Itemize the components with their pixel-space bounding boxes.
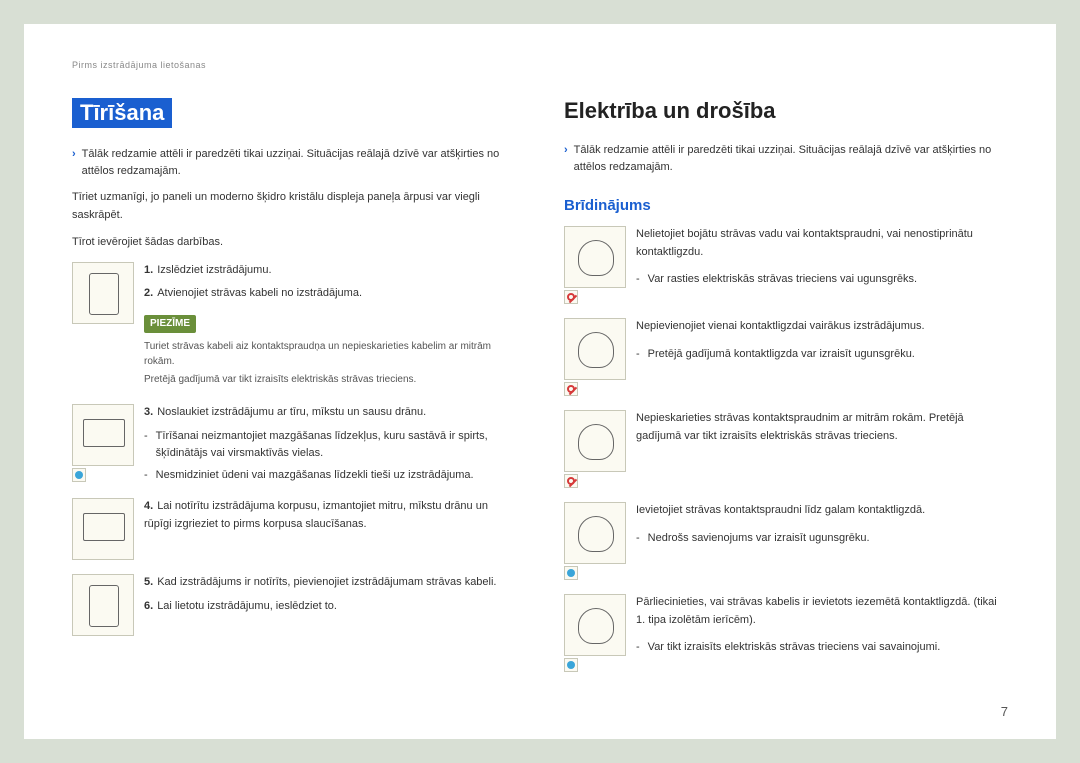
intro-note-left: › Tālāk redzamie attēli ir paredzēti tik… [72, 146, 516, 179]
step-text: Lai lietotu izstrādājumu, ieslēdziet to. [157, 600, 337, 612]
warning-content: Nepieskarieties strāvas kontaktspraudnim… [636, 410, 1008, 488]
intro-text: Tālāk redzamie attēli ir paredzēti tikai… [574, 142, 1008, 175]
figure [564, 226, 626, 304]
step-text: Kad izstrādājums ir notīrīts, pievienoji… [157, 576, 496, 588]
warning-text: Ievietojiet strāvas kontaktspraudni līdz… [636, 502, 1008, 520]
warning-row: Nepievienojiet vienai kontaktligzdai vai… [564, 318, 1008, 396]
info-icon [567, 569, 575, 577]
subheading-warning: Brīdinājums [564, 197, 1008, 214]
info-badge [72, 468, 86, 482]
figure [564, 502, 626, 580]
warning-text: Nepieskarieties strāvas kontaktspraudnim… [636, 410, 1008, 445]
warning-text: Nelietojiet bojātu strāvas vadu vai kont… [636, 226, 1008, 261]
dash-text: Var tikt izraisīts elektriskās strāvas t… [648, 639, 941, 657]
illustration-plug-in-icon [72, 574, 134, 636]
info-badge [564, 566, 578, 580]
intro-text: Tālāk redzamie attēli ir paredzēti tikai… [82, 146, 516, 179]
section-title-safety: Elektrība un drošība [564, 98, 1008, 124]
step-text: Izslēdziet izstrādājumu. [157, 264, 271, 276]
step-row: 3.Noslaukiet izstrādājumu ar tīru, mīkst… [72, 404, 516, 484]
step-content: 1.Izslēdziet izstrādājumu. 2.Atvienojiet… [144, 262, 516, 390]
figure [72, 262, 134, 390]
illustration-damaged-cord-icon [564, 226, 626, 288]
warning-row: Nelietojiet bojātu strāvas vadu vai kont… [564, 226, 1008, 304]
figure [72, 404, 134, 484]
info-icon [75, 471, 83, 479]
step-row: 5.Kad izstrādājums ir notīrīts, pievieno… [72, 574, 516, 636]
content-columns: Tīrīšana › Tālāk redzamie attēli ir pare… [72, 98, 1008, 686]
warning-content: Pārliecinieties, vai strāvas kabelis ir … [636, 594, 1008, 672]
warning-text: Pārliecinieties, vai strāvas kabelis ir … [636, 594, 1008, 629]
prohibit-badge [564, 290, 578, 304]
page-number: 7 [1001, 704, 1008, 719]
left-column: Tīrīšana › Tālāk redzamie attēli ir pare… [72, 98, 516, 686]
info-badge [564, 658, 578, 672]
prohibit-icon [567, 385, 575, 393]
warning-text: Nepievienojiet vienai kontaktligzdai vai… [636, 318, 1008, 336]
warning-row: Pārliecinieties, vai strāvas kabelis ir … [564, 594, 1008, 672]
step-row: 1.Izslēdziet izstrādājumu. 2.Atvienojiet… [72, 262, 516, 390]
illustration-multi-plug-icon [564, 318, 626, 380]
prohibit-icon [567, 477, 575, 485]
intro-note-right: › Tālāk redzamie attēli ir paredzēti tik… [564, 142, 1008, 175]
step-content: 3.Noslaukiet izstrādājumu ar tīru, mīkst… [144, 404, 516, 484]
warning-row: Nepieskarieties strāvas kontaktspraudnim… [564, 410, 1008, 488]
figure [72, 574, 134, 636]
warning-row: Ievietojiet strāvas kontaktspraudni līdz… [564, 502, 1008, 580]
note-text: Turiet strāvas kabeli aiz kontaktspraudņ… [144, 339, 516, 369]
illustration-grounded-socket-icon [564, 594, 626, 656]
dash-text: Var rasties elektriskās strāvas triecien… [648, 271, 917, 289]
manual-page: Pirms izstrādājuma lietošanas Tīrīšana ›… [24, 24, 1056, 739]
figure [564, 594, 626, 672]
figure [564, 410, 626, 488]
warning-content: Ievietojiet strāvas kontaktspraudni līdz… [636, 502, 1008, 580]
warning-content: Nepievienojiet vienai kontaktligzdai vai… [636, 318, 1008, 396]
info-icon [567, 661, 575, 669]
step-content: 4.Lai notīrītu izstrādājuma korpusu, izm… [144, 498, 516, 560]
step-text: Noslaukiet izstrādājumu ar tīru, mīkstu … [157, 406, 426, 418]
dash-text: Tīrīšanai neizmantojiet mazgāšanas līdze… [156, 428, 516, 463]
step-content: 5.Kad izstrādājums ir notīrīts, pievieno… [144, 574, 516, 636]
paragraph: Tīrot ievērojiet šādas darbības. [72, 234, 516, 252]
step-text: Lai notīrītu izstrādājuma korpusu, izman… [144, 500, 488, 530]
dash-text: Pretējā gadījumā kontaktligzda var izrai… [648, 346, 915, 364]
dash-text: Nesmidziniet ūdeni vai mazgāšanas līdzek… [156, 467, 474, 485]
step-text: Atvienojiet strāvas kabeli no izstrādāju… [157, 287, 362, 299]
dash-text: Nedrošs savienojums var izraisīt ugunsgr… [648, 530, 870, 548]
figure [72, 498, 134, 560]
paragraph: Tīriet uzmanīgi, jo paneli un moderno šķ… [72, 189, 516, 224]
illustration-wet-hands-icon [564, 410, 626, 472]
breadcrumb: Pirms izstrādājuma lietošanas [72, 60, 1008, 70]
prohibit-badge [564, 382, 578, 396]
illustration-clean-body-icon [72, 498, 134, 560]
chevron-icon: › [564, 142, 568, 175]
illustration-insert-plug-icon [564, 502, 626, 564]
chevron-icon: › [72, 146, 76, 179]
illustration-unplug-icon [72, 262, 134, 324]
step-row: 4.Lai notīrītu izstrādājuma korpusu, izm… [72, 498, 516, 560]
illustration-wipe-icon [72, 404, 134, 466]
note-text: Pretējā gadījumā var tikt izraisīts elek… [144, 372, 516, 387]
warning-content: Nelietojiet bojātu strāvas vadu vai kont… [636, 226, 1008, 304]
section-title-cleaning: Tīrīšana [72, 98, 172, 128]
right-column: Elektrība un drošība › Tālāk redzamie at… [564, 98, 1008, 686]
note-badge: PIEZĪME [144, 315, 196, 333]
figure [564, 318, 626, 396]
prohibit-icon [567, 293, 575, 301]
prohibit-badge [564, 474, 578, 488]
